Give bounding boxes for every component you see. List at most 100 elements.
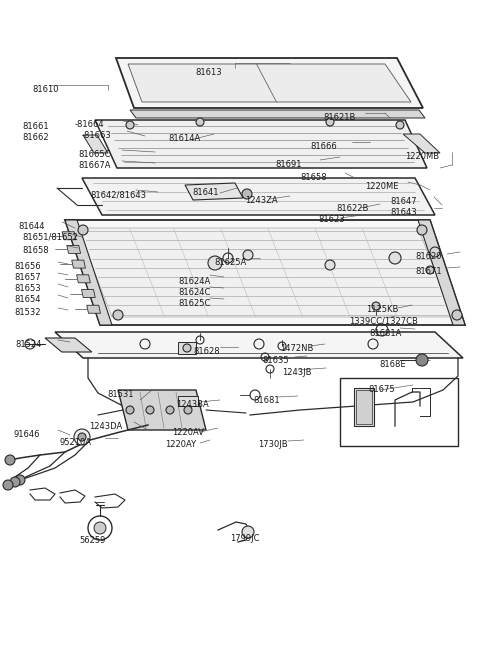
Text: 1220AV: 1220AV xyxy=(172,428,204,437)
Text: 56259: 56259 xyxy=(79,536,106,545)
Text: 81654: 81654 xyxy=(14,295,40,304)
Text: -81663: -81663 xyxy=(82,131,112,140)
Text: 81681A: 81681A xyxy=(369,329,401,338)
Text: 81614A: 81614A xyxy=(168,134,200,143)
Text: 81641: 81641 xyxy=(192,188,218,197)
Circle shape xyxy=(426,266,434,274)
Text: 1243DA: 1243DA xyxy=(89,422,122,431)
Polygon shape xyxy=(118,390,206,430)
Polygon shape xyxy=(72,260,85,268)
Bar xyxy=(354,388,374,426)
Circle shape xyxy=(74,429,90,445)
Text: 1220MB: 1220MB xyxy=(405,152,439,161)
Text: -81664: -81664 xyxy=(75,120,105,129)
Text: 81642/81643: 81642/81643 xyxy=(90,190,146,199)
Text: 81644: 81644 xyxy=(18,222,45,231)
Text: 1220AY: 1220AY xyxy=(165,440,196,449)
Text: 1339CC/1327CB: 1339CC/1327CB xyxy=(349,316,418,325)
Circle shape xyxy=(242,526,254,538)
Polygon shape xyxy=(116,58,423,108)
Text: 81658: 81658 xyxy=(22,246,48,255)
Circle shape xyxy=(183,344,191,352)
Polygon shape xyxy=(77,275,90,283)
Text: 81658: 81658 xyxy=(300,173,326,182)
Circle shape xyxy=(113,310,123,320)
Circle shape xyxy=(126,121,134,129)
Text: 1220ME: 1220ME xyxy=(365,182,398,191)
Circle shape xyxy=(325,260,335,270)
Circle shape xyxy=(146,406,154,414)
Circle shape xyxy=(184,406,192,414)
Text: 81666: 81666 xyxy=(310,142,337,151)
Text: 81656: 81656 xyxy=(14,262,41,271)
Text: 81635: 81635 xyxy=(262,356,288,365)
Text: 81647: 81647 xyxy=(390,197,417,206)
Circle shape xyxy=(326,118,334,126)
Circle shape xyxy=(243,250,253,260)
Polygon shape xyxy=(87,306,100,313)
Circle shape xyxy=(166,406,174,414)
Text: 95210A: 95210A xyxy=(60,438,92,447)
Circle shape xyxy=(372,302,380,310)
Circle shape xyxy=(396,121,404,129)
Text: 81620: 81620 xyxy=(415,252,442,261)
Polygon shape xyxy=(77,228,453,317)
Text: 81681: 81681 xyxy=(253,396,280,405)
Polygon shape xyxy=(95,120,427,168)
Circle shape xyxy=(196,118,204,126)
Polygon shape xyxy=(82,178,435,215)
Text: 81531: 81531 xyxy=(107,390,133,399)
Circle shape xyxy=(5,455,15,465)
Circle shape xyxy=(15,475,25,485)
Text: 1243JB: 1243JB xyxy=(282,368,312,377)
Circle shape xyxy=(389,252,401,264)
Polygon shape xyxy=(62,232,76,240)
Text: 1799JC: 1799JC xyxy=(230,534,260,543)
Polygon shape xyxy=(67,246,81,254)
Text: 81651/81652: 81651/81652 xyxy=(22,233,78,242)
Polygon shape xyxy=(403,134,440,153)
Text: 81667A: 81667A xyxy=(78,161,110,170)
Text: 1243ZA: 1243ZA xyxy=(245,196,277,205)
Circle shape xyxy=(126,406,134,414)
Text: 81653: 81653 xyxy=(14,284,41,293)
Polygon shape xyxy=(128,64,411,102)
Text: 81628: 81628 xyxy=(193,347,220,356)
Text: 1125KB: 1125KB xyxy=(366,305,398,314)
Text: 81643: 81643 xyxy=(390,208,417,217)
Text: 1243BA: 1243BA xyxy=(176,400,209,409)
Polygon shape xyxy=(82,290,95,298)
Polygon shape xyxy=(65,220,465,325)
Text: 81532: 81532 xyxy=(14,308,40,317)
Text: 1730JB: 1730JB xyxy=(258,440,288,449)
Text: 81657: 81657 xyxy=(14,273,41,282)
Polygon shape xyxy=(83,135,108,153)
Polygon shape xyxy=(130,110,425,118)
Text: 81662: 81662 xyxy=(22,133,48,142)
Bar xyxy=(178,396,198,406)
Text: 81661: 81661 xyxy=(22,122,48,131)
Polygon shape xyxy=(65,220,112,325)
Polygon shape xyxy=(185,183,243,200)
Bar xyxy=(340,378,458,446)
Circle shape xyxy=(78,433,86,441)
Text: 81623: 81623 xyxy=(318,215,345,224)
Circle shape xyxy=(3,480,13,490)
Text: 8168E: 8168E xyxy=(379,360,406,369)
Circle shape xyxy=(452,310,462,320)
Circle shape xyxy=(242,189,252,199)
Text: 91646: 91646 xyxy=(14,430,40,439)
Circle shape xyxy=(417,225,427,235)
Polygon shape xyxy=(55,332,463,358)
Bar xyxy=(178,342,196,354)
Text: 81624A: 81624A xyxy=(178,277,210,286)
Text: 81671: 81671 xyxy=(415,267,442,276)
Circle shape xyxy=(208,256,222,270)
Text: 81622B: 81622B xyxy=(336,204,368,213)
Text: 81624C: 81624C xyxy=(178,288,210,297)
Text: 1472NB: 1472NB xyxy=(280,344,313,353)
Text: 81621B: 81621B xyxy=(323,113,355,122)
Text: 81665C: 81665C xyxy=(78,150,110,159)
Polygon shape xyxy=(418,220,465,325)
Text: 81613: 81613 xyxy=(195,68,222,77)
